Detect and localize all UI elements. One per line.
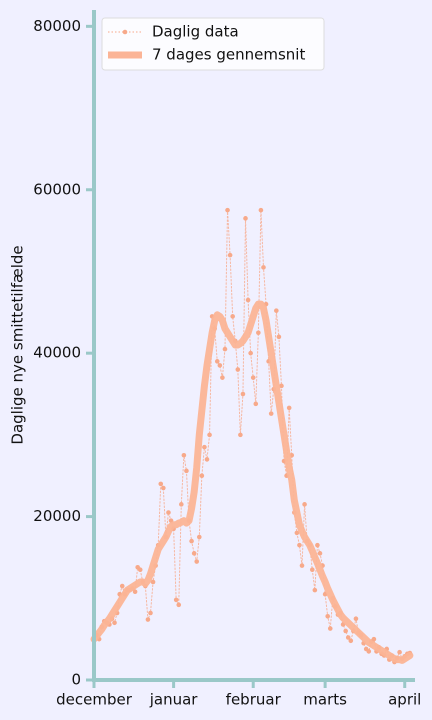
y-tick-label: 80000 <box>33 17 81 35</box>
legend-label: 7 dages gennemsnit <box>152 46 305 64</box>
daily-point <box>345 635 351 640</box>
daily-point <box>248 350 253 356</box>
daily-point <box>199 473 205 479</box>
y-tick-label: 20000 <box>33 507 81 525</box>
daily-point <box>112 620 117 626</box>
daily-point <box>302 502 307 507</box>
daily-point <box>268 411 274 416</box>
daily-point <box>184 468 189 474</box>
daily-point <box>261 265 266 270</box>
x-tick-label: april <box>388 691 421 709</box>
y-tick-label: 60000 <box>33 180 81 198</box>
daily-line <box>93 209 411 663</box>
daily-point <box>276 334 282 340</box>
daily-point <box>217 363 223 368</box>
x-tick-label: februar <box>226 691 282 709</box>
daily-point <box>166 510 171 515</box>
daily-point <box>137 567 143 572</box>
daily-point <box>181 453 187 458</box>
daily-point <box>315 542 320 548</box>
daily-point <box>119 583 125 589</box>
daily-point <box>148 610 153 616</box>
daily-point <box>227 252 233 258</box>
x-tick-label: januar <box>149 691 199 709</box>
x-tick-label: marts <box>303 691 347 709</box>
daily-point <box>353 616 359 622</box>
daily-point <box>202 444 207 450</box>
daily-point <box>343 628 348 634</box>
daily-point <box>176 602 182 608</box>
daily-point <box>179 502 184 507</box>
daily-point <box>161 485 166 491</box>
daily-point <box>158 481 164 487</box>
daily-point <box>191 551 197 556</box>
daily-point <box>325 613 330 619</box>
daily-point <box>371 636 377 642</box>
daily-point <box>299 563 305 568</box>
legend-label: Daglig data <box>152 23 239 41</box>
daily-point <box>204 457 210 462</box>
daily-point <box>297 542 302 548</box>
legend-marker <box>122 29 128 35</box>
daily-point <box>309 567 315 572</box>
daily-point <box>279 383 284 389</box>
daily-point <box>317 551 323 556</box>
daily-point <box>250 375 256 380</box>
daily-point <box>189 538 194 544</box>
y-tick-label: 0 <box>71 671 81 689</box>
daily-point <box>238 432 243 438</box>
y-axis-label: Daglige nye smittetilfælde <box>9 245 27 444</box>
daily-point <box>256 330 261 336</box>
daily-point <box>294 530 300 536</box>
daily-point <box>235 367 241 372</box>
daily-point <box>286 405 292 411</box>
legend-box <box>101 17 325 71</box>
daily-point <box>225 207 230 213</box>
daily-point <box>150 579 156 585</box>
x-tick-label: december <box>56 691 133 709</box>
daily-point <box>327 626 333 631</box>
daily-point <box>245 297 251 303</box>
daily-point <box>274 308 279 313</box>
daily-point <box>312 587 318 593</box>
daily-point <box>348 638 354 644</box>
daily-point <box>397 649 402 655</box>
daily-point <box>222 346 228 352</box>
daily-point <box>132 589 138 595</box>
average-line <box>90 300 414 664</box>
daily-point <box>258 207 264 213</box>
daily-point <box>194 559 200 564</box>
daily-point <box>196 534 202 540</box>
daily-point <box>173 597 179 603</box>
y-tick-label: 40000 <box>33 344 81 362</box>
daily-point <box>230 314 235 319</box>
daily-point <box>240 391 246 397</box>
daily-point <box>243 216 248 221</box>
daily-point <box>214 359 220 364</box>
daily-point <box>220 375 225 380</box>
daily-point <box>253 401 259 407</box>
daily-point <box>145 617 151 622</box>
daily-point <box>366 649 372 654</box>
daily-point <box>207 432 212 438</box>
